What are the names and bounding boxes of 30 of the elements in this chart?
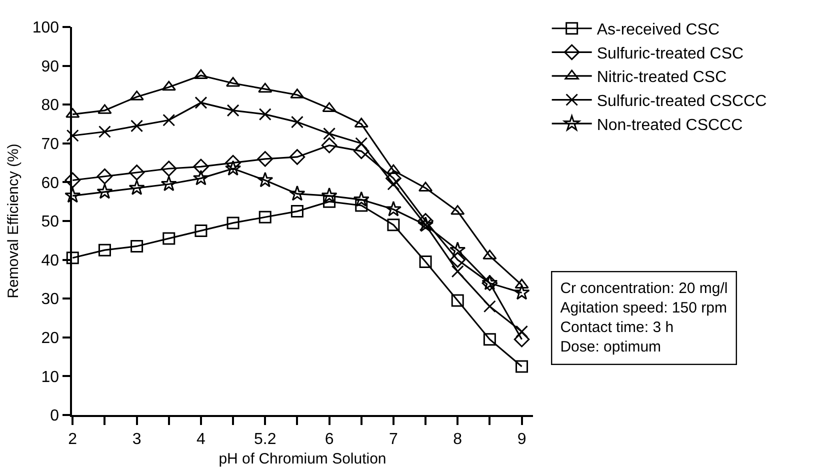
y-tick-label: 70	[41, 136, 60, 153]
y-tick-label: 50	[41, 214, 60, 231]
y-axis-title: Removal Efficiency (%)	[5, 144, 22, 298]
text: Agitation speed: 150 rpm	[560, 300, 727, 317]
legend-label: Non-treated CSCCC	[596, 116, 743, 134]
y-tick-label: 10	[41, 368, 60, 386]
y-tick-label: 80	[41, 97, 60, 114]
y-tick-label: 0	[50, 408, 60, 425]
y-tick-label: 100	[32, 20, 60, 37]
text: Cr concentration: 20 mg/l	[560, 280, 728, 298]
x-tick-label: 2	[68, 430, 78, 448]
legend-label: As-received CSC	[596, 22, 720, 39]
y-tick-label: 20	[41, 330, 60, 347]
legend-label: Sulfuric-treated CSC	[596, 45, 744, 62]
y-tick-label: 90	[41, 58, 60, 76]
y-tick-label: 60	[41, 174, 60, 192]
x-tick-label: 3	[132, 430, 142, 448]
x-tick-label: 8	[453, 430, 462, 448]
x-tick-label: 7	[388, 430, 398, 448]
x-tick-label: 6	[324, 430, 334, 448]
legend-label: Nitric-treated CSC	[596, 69, 727, 86]
x-tick-label: 4	[196, 430, 206, 448]
text: Contact time: 3 h	[560, 319, 674, 336]
x-tick-label: 5.2	[254, 430, 276, 448]
y-tick-label: 30	[41, 291, 60, 308]
legend-label: Sulfuric-treated CSCCC	[596, 93, 767, 110]
text: Dose: optimum	[560, 338, 662, 356]
x-axis-title: pH of Chromium Solution	[218, 450, 386, 468]
y-tick-label: 40	[41, 252, 60, 270]
x-tick-label: 9	[517, 430, 526, 448]
